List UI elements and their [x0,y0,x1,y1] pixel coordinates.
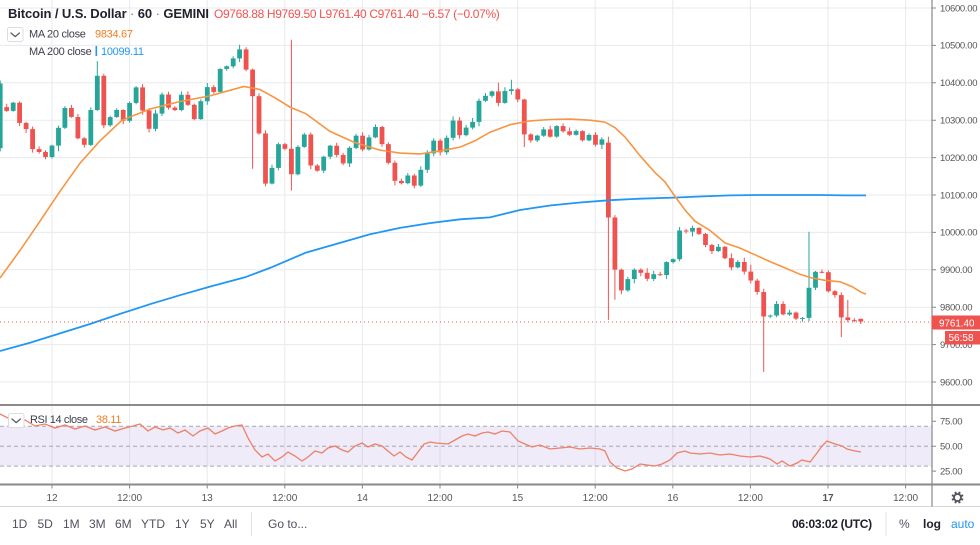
svg-text:Go to...: Go to... [268,517,307,531]
svg-text:14: 14 [357,493,369,504]
svg-text:log: log [923,517,941,531]
svg-text:13: 13 [202,493,214,504]
svg-text:O9768.88 H9769.50 L9761.40 C97: O9768.88 H9769.50 L9761.40 C9761.40 −6.5… [214,7,500,21]
svg-text:%: % [899,517,910,531]
svg-text:16: 16 [667,493,679,504]
svg-text:10500.00: 10500.00 [940,41,977,52]
svg-text:MA 20 close: MA 20 close [29,29,86,41]
svg-text:5D: 5D [38,517,54,531]
svg-text:All: All [224,517,237,531]
svg-text:MA 200 close: MA 200 close [29,46,92,58]
svg-text:10100.00: 10100.00 [940,190,977,201]
svg-text:RSI 14 close: RSI 14 close [30,414,88,426]
svg-text:auto: auto [951,517,975,531]
svg-text:50.00: 50.00 [940,442,962,453]
svg-text:10200.00: 10200.00 [940,153,977,164]
svg-text:12:00: 12:00 [893,493,918,504]
svg-text:5Y: 5Y [200,517,215,531]
svg-text:15: 15 [512,493,524,504]
svg-text:10600.00: 10600.00 [940,3,977,14]
svg-text:1D: 1D [12,517,28,531]
svg-text:9761.40: 9761.40 [939,319,975,330]
svg-text:12:00: 12:00 [738,493,763,504]
svg-text:12: 12 [46,493,58,504]
svg-text:10300.00: 10300.00 [940,116,977,127]
svg-text:12:00: 12:00 [427,493,452,504]
svg-text:9600.00: 9600.00 [940,377,972,388]
svg-text:12:00: 12:00 [117,493,142,504]
svg-text:1M: 1M [63,517,80,531]
svg-text:75.00: 75.00 [940,417,962,428]
svg-text:Bitcoin / U.S. Dollar · 60 · G: Bitcoin / U.S. Dollar · 60 · GEMINI [8,6,209,21]
svg-text:25.00: 25.00 [940,466,962,477]
svg-text:10000.00: 10000.00 [940,228,977,239]
svg-text:17: 17 [822,493,834,504]
svg-text:10400.00: 10400.00 [940,78,977,89]
svg-text:3M: 3M [89,517,106,531]
svg-text:56:58: 56:58 [949,333,974,344]
svg-text:YTD: YTD [141,517,165,531]
svg-text:06:03:02 (UTC): 06:03:02 (UTC) [792,517,872,531]
svg-text:9834.67: 9834.67 [95,29,133,41]
svg-text:38.11: 38.11 [96,414,121,426]
svg-text:12:00: 12:00 [272,493,297,504]
svg-text:1Y: 1Y [175,517,190,531]
svg-text:10099.11: 10099.11 [101,46,144,58]
svg-text:9900.00: 9900.00 [940,265,972,276]
svg-text:12:00: 12:00 [583,493,608,504]
svg-text:9800.00: 9800.00 [940,303,972,314]
svg-text:6M: 6M [115,517,132,531]
